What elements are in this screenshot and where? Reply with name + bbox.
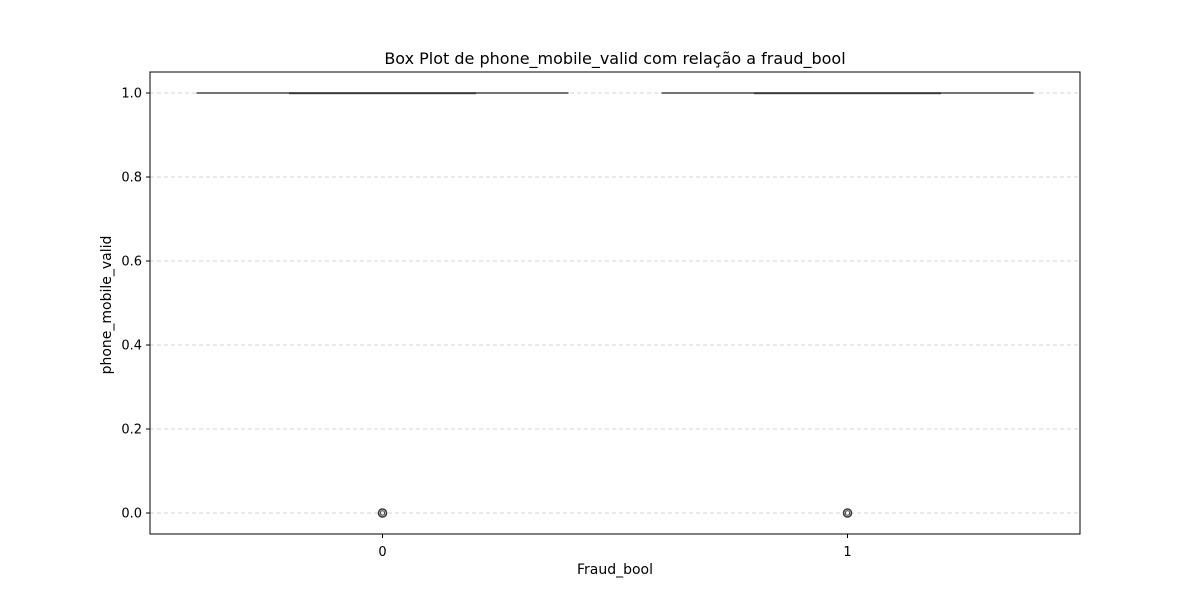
outlier-point xyxy=(842,508,853,518)
chart-title: Box Plot de phone_mobile_valid com relaç… xyxy=(384,49,845,69)
y-tick-label: 0.4 xyxy=(121,339,142,354)
y-tick-label: 0.2 xyxy=(121,423,142,438)
axis-ticks: 0.0 0.2 0.4 0.6 0.8 1.0 0 1 xyxy=(121,87,851,561)
plot-area-frame xyxy=(149,71,1081,535)
outlier-point-inner xyxy=(844,510,851,516)
y-tick-label: 0.6 xyxy=(121,255,142,270)
outlier-point xyxy=(377,508,388,518)
y-axis-label: phone_mobile_valid xyxy=(99,236,115,375)
x-axis-label: Fraud_bool xyxy=(577,562,653,578)
boxes xyxy=(196,92,1034,518)
y-tick-label: 0.0 xyxy=(121,507,142,522)
outlier-point-inner xyxy=(379,510,386,516)
y-tick-label: 1.0 xyxy=(121,87,142,102)
grid-lines xyxy=(150,92,1080,514)
box-group-0 xyxy=(196,92,569,518)
y-tick-label: 0.8 xyxy=(121,171,142,186)
x-tick-label: 1 xyxy=(843,545,851,560)
x-tick-label: 0 xyxy=(378,545,386,560)
box-group-1 xyxy=(661,92,1034,518)
